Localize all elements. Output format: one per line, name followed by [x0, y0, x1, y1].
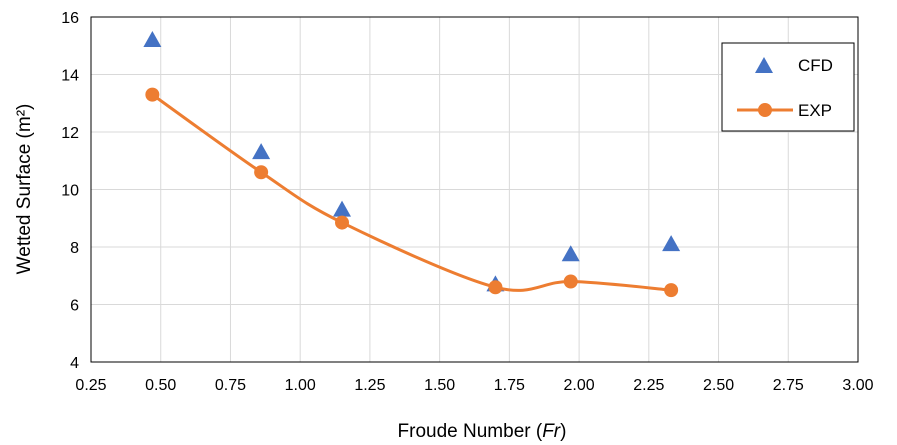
series-line-exp	[151, 93, 672, 292]
x-tick-label: 0.50	[145, 377, 176, 394]
data-point-cfd	[143, 31, 162, 47]
data-point-exp	[488, 280, 503, 295]
triangle-marker-icon	[755, 57, 773, 73]
legend-item-exp: EXP	[737, 101, 832, 120]
data-point-exp	[664, 283, 679, 298]
legend-label-cfd: CFD	[798, 56, 833, 75]
plot-area-border	[90, 16, 859, 363]
x-tick-label: 1.25	[354, 377, 385, 394]
series	[143, 31, 681, 298]
x-tick-labels: 0.25 0.50 0.75 1.00 1.25 1.50 1.75 2.00 2.25 2.50…	[75, 377, 873, 394]
y-tick-label: 10	[61, 183, 79, 200]
y-tick-label: 14	[61, 68, 79, 85]
data-point-exp	[254, 165, 269, 180]
legend-box	[721, 42, 855, 132]
x-tick-label: 3.00	[842, 377, 873, 394]
data-point-cfd	[561, 245, 580, 262]
data-point-exp	[335, 215, 350, 230]
x-tick-label: 1.50	[424, 377, 455, 394]
data-point-exp	[563, 274, 578, 289]
y-tick-label: 16	[61, 10, 79, 27]
x-tick-label: 2.50	[703, 377, 734, 394]
x-tick-label: 1.00	[285, 377, 316, 394]
legend: CFD EXP	[721, 42, 855, 132]
y-tick-label: 12	[61, 125, 79, 142]
data-point-cfd	[333, 200, 352, 217]
x-tick-label: 1.75	[494, 377, 525, 394]
y-tick-labels: 4 6 8 10 12 14 16	[61, 10, 79, 372]
circle-marker-icon	[758, 103, 772, 117]
x-tick-label: 0.25	[75, 377, 106, 394]
legend-item-cfd: CFD	[755, 56, 833, 75]
x-axis-title: Froude Number (Fr)	[398, 421, 567, 442]
x-tick-label: 2.75	[773, 377, 804, 394]
axes	[90, 16, 859, 363]
y-tick-label: 6	[70, 298, 79, 315]
legend-label-exp: EXP	[798, 101, 832, 120]
y-tick-label: 8	[70, 240, 79, 257]
x-tick-label: 2.00	[564, 377, 595, 394]
y-tick-label: 4	[70, 355, 79, 372]
y-axis-title: Wetted Surface (m²)	[14, 104, 35, 275]
data-point-cfd	[662, 235, 681, 252]
data-point-exp	[145, 87, 160, 102]
x-tick-label: 2.25	[633, 377, 664, 394]
x-tick-label: 0.75	[215, 377, 246, 394]
data-point-cfd	[252, 143, 271, 160]
